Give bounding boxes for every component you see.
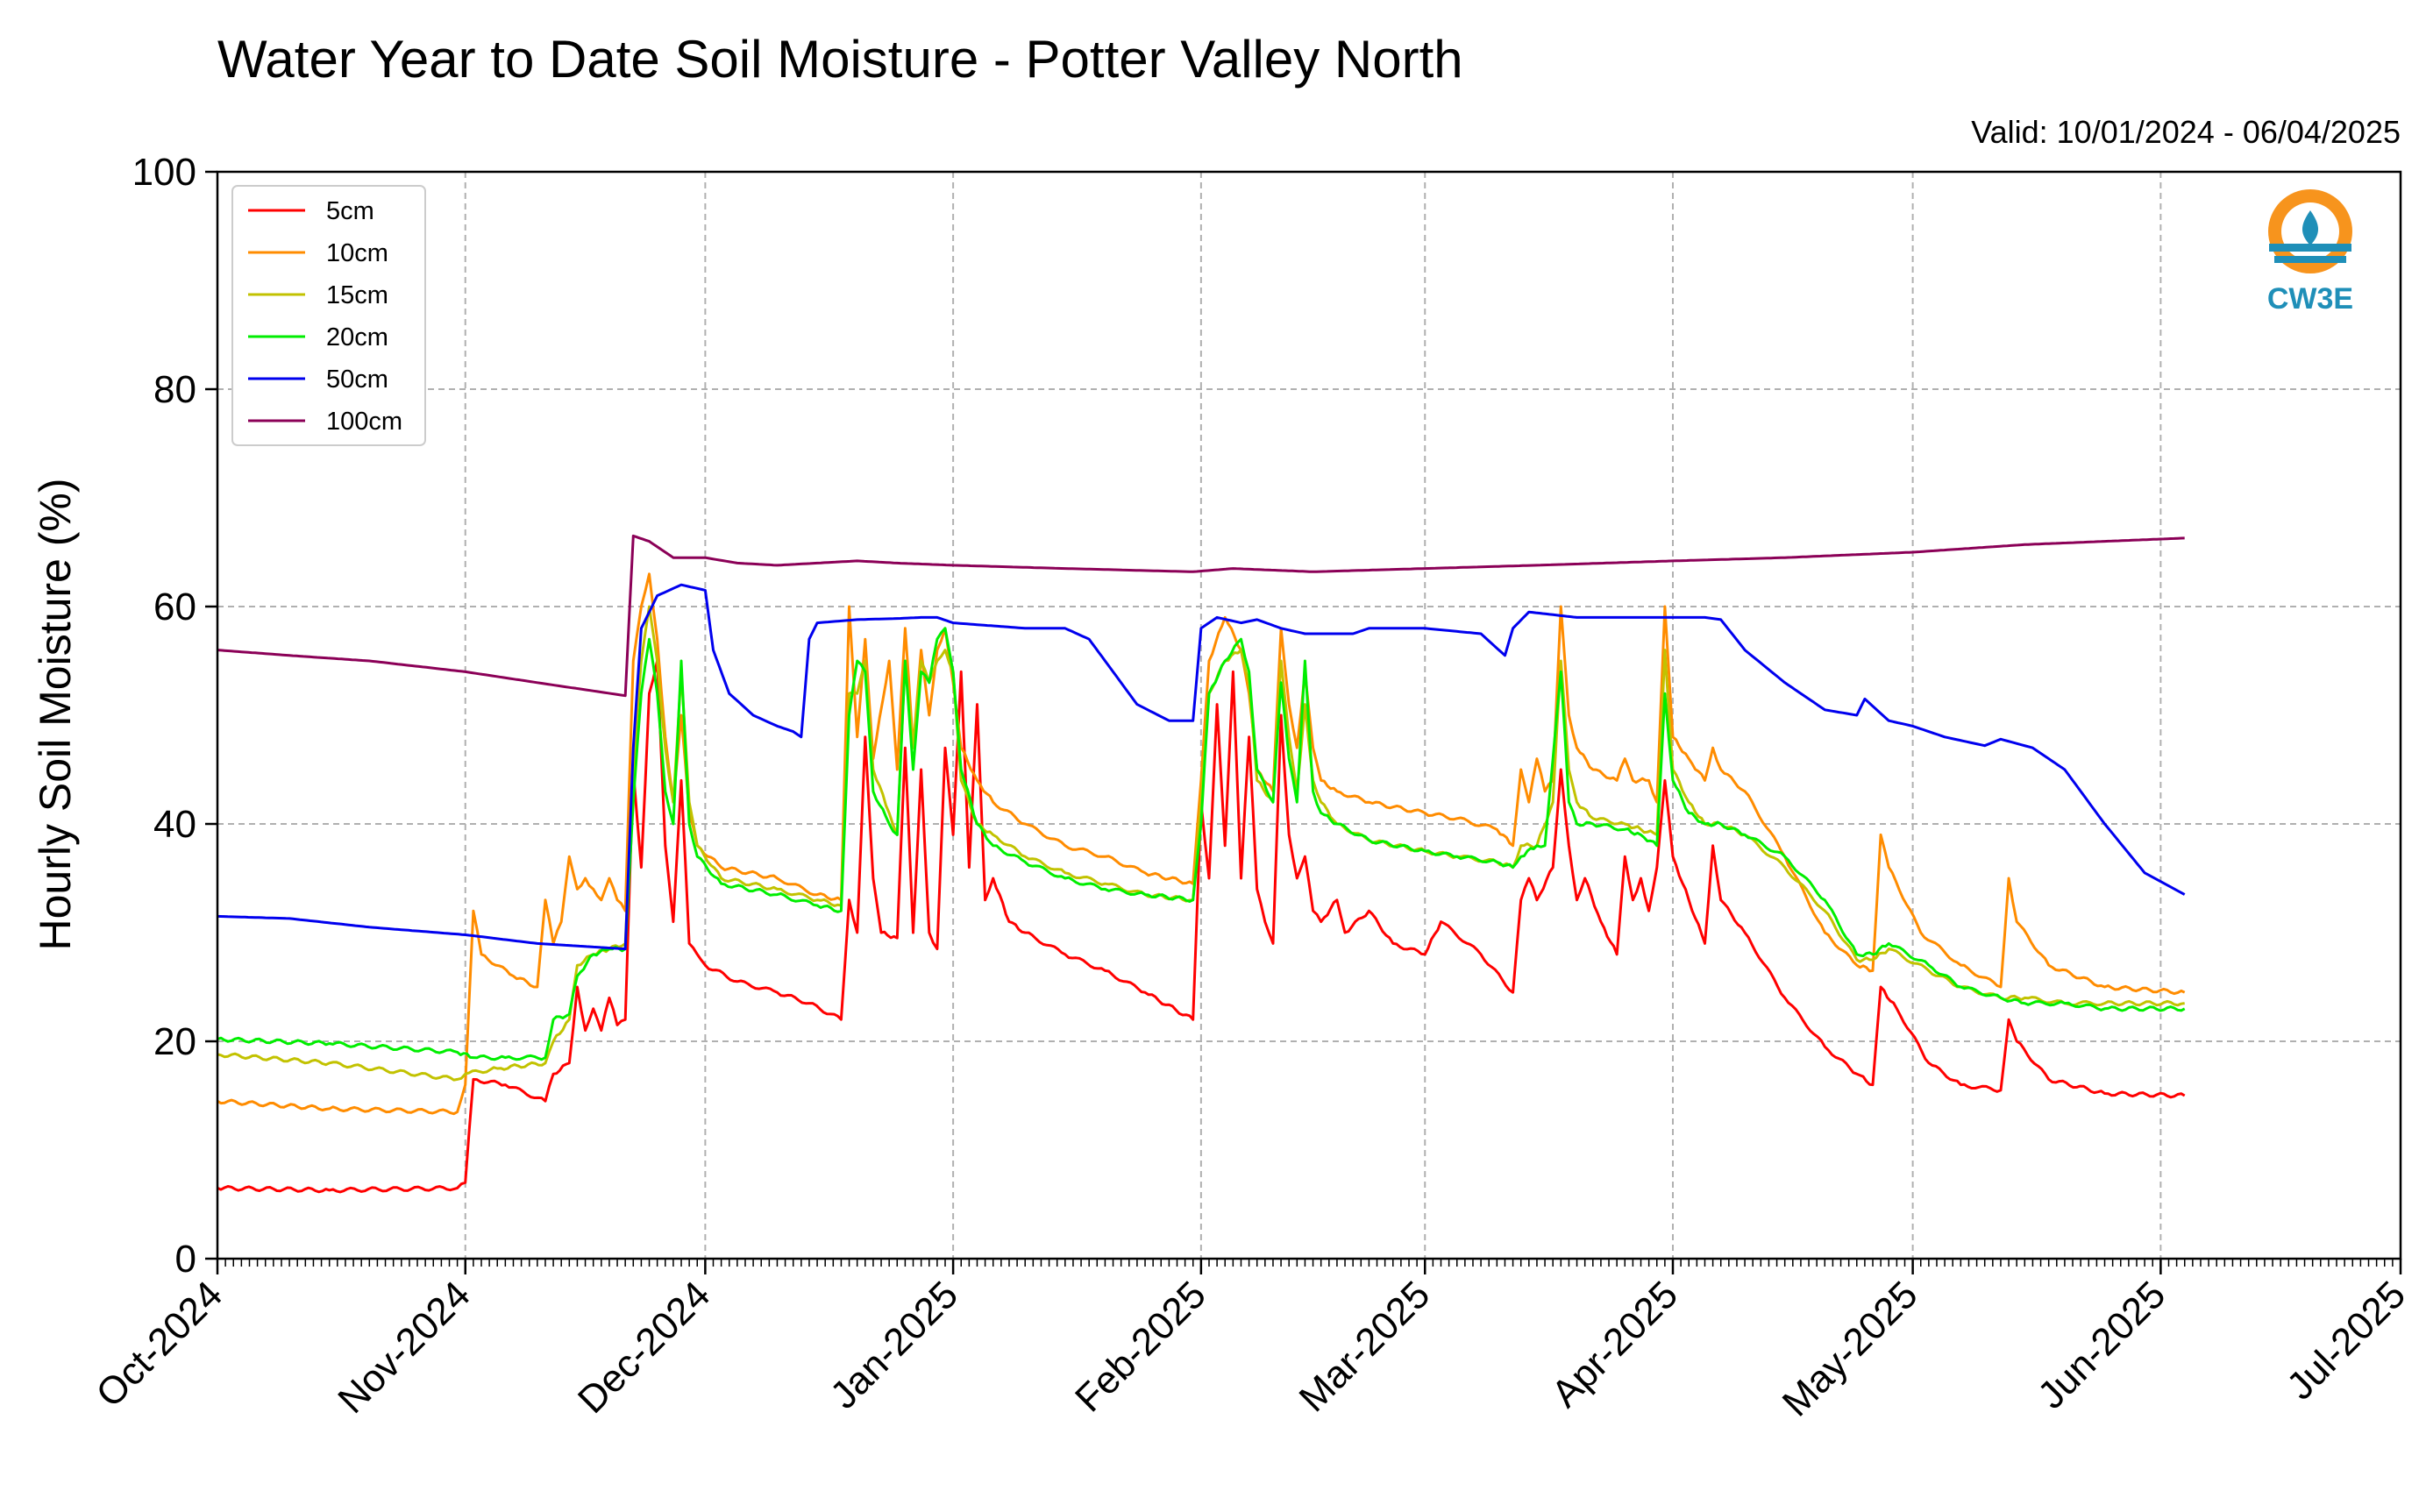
series-line-20cm: [217, 627, 2186, 1061]
logo-wave-icon: [2269, 244, 2351, 252]
legend-label: 15cm: [326, 281, 388, 309]
valid-date-range: Valid: 10/01/2024 - 06/04/2025: [1971, 114, 2401, 150]
chart-title: Water Year to Date Soil Moisture - Potte…: [217, 30, 1463, 89]
legend-label: 20cm: [326, 323, 388, 351]
legend-label: 10cm: [326, 239, 388, 267]
y-axis-label: Hourly Soil Moisture (%): [31, 478, 80, 950]
series-line-100cm: [217, 534, 2185, 698]
legend-box: [231, 185, 426, 446]
y-tick-label: 40: [153, 803, 196, 846]
plot-frame: [216, 170, 2402, 1260]
legend-label: 5cm: [326, 197, 374, 225]
y-tick-label: 80: [153, 368, 196, 411]
y-tick-label: 20: [153, 1020, 196, 1063]
legend-label: 100cm: [326, 408, 402, 436]
series-line-50cm: [217, 583, 2186, 951]
y-tick-label: 60: [153, 586, 196, 628]
logo-wave-icon: [2274, 256, 2346, 263]
series-line-5cm: [217, 659, 2186, 1194]
logo-text: CW3E: [2267, 282, 2353, 316]
legend-label: 50cm: [326, 366, 388, 394]
cw3e-logo: CW3E: [2267, 189, 2353, 316]
water-drop-icon: [2301, 210, 2319, 245]
series-line-10cm: [217, 572, 2186, 1116]
legend: 5cm 10cm 15cm 20cm 50cm 100cm: [231, 185, 426, 446]
y-tick-label: 0: [175, 1238, 196, 1281]
series-lines: [217, 534, 2186, 1194]
y-tick-label: 100: [132, 151, 196, 194]
grid-lines: [217, 172, 2401, 1259]
y-axis-ticks: 0 20 40 60 80 100: [132, 151, 217, 1281]
